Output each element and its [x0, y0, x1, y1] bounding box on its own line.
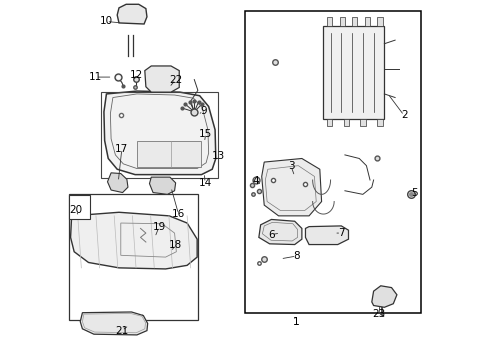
Polygon shape [305, 226, 348, 244]
Polygon shape [351, 17, 357, 26]
Text: 22: 22 [169, 75, 182, 85]
Text: 13: 13 [212, 150, 225, 161]
Polygon shape [80, 312, 147, 335]
Polygon shape [117, 4, 147, 24]
Text: 8: 8 [293, 251, 299, 261]
Text: 6: 6 [267, 230, 274, 239]
Polygon shape [343, 119, 348, 126]
Text: 16: 16 [172, 209, 185, 219]
Text: 21: 21 [115, 325, 128, 336]
Polygon shape [376, 119, 382, 126]
Bar [69, 195, 90, 219]
Polygon shape [70, 212, 197, 269]
Polygon shape [107, 173, 128, 193]
Polygon shape [144, 66, 179, 92]
Text: 14: 14 [198, 178, 211, 188]
Polygon shape [371, 286, 396, 307]
Text: 4: 4 [251, 176, 258, 186]
Text: 17: 17 [115, 144, 128, 154]
Polygon shape [258, 220, 301, 244]
Text: 11: 11 [89, 72, 102, 82]
Text: 20: 20 [69, 206, 82, 216]
Polygon shape [104, 91, 215, 175]
Text: 9: 9 [200, 106, 206, 116]
Text: 10: 10 [100, 17, 113, 27]
Text: 19: 19 [152, 222, 165, 231]
Text: 1: 1 [293, 317, 299, 327]
Polygon shape [364, 17, 369, 26]
Bar [101, 92, 217, 178]
Polygon shape [261, 158, 321, 216]
Polygon shape [376, 17, 382, 26]
Polygon shape [137, 140, 201, 167]
Polygon shape [326, 119, 332, 126]
Bar [69, 194, 198, 320]
Text: 12: 12 [130, 70, 143, 80]
Text: 7: 7 [337, 228, 344, 238]
Text: 5: 5 [411, 188, 417, 198]
Polygon shape [323, 26, 384, 119]
Text: 2: 2 [400, 111, 407, 121]
Text: 23: 23 [371, 310, 385, 319]
Polygon shape [149, 177, 175, 194]
Bar [244, 12, 420, 313]
Text: 15: 15 [199, 129, 212, 139]
Polygon shape [360, 119, 365, 126]
Polygon shape [339, 17, 344, 26]
Text: 3: 3 [287, 161, 294, 171]
Text: 18: 18 [169, 239, 182, 249]
Text: 1: 1 [293, 317, 299, 327]
Polygon shape [326, 17, 332, 26]
